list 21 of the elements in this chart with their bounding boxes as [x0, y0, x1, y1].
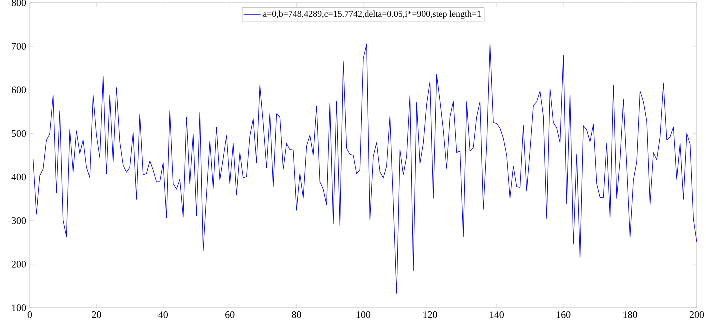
x-tick-label: 200: [690, 312, 704, 318]
x-tick-label: 80: [292, 312, 302, 318]
y-tick-label: 100: [12, 304, 26, 312]
y-tick-label: 800: [12, 0, 26, 6]
x-tick-label: 60: [226, 312, 235, 318]
y-tick-label: 500: [12, 130, 26, 138]
y-tick-label: 600: [12, 86, 26, 94]
line-series: [33, 44, 698, 294]
x-tick-label: 140: [490, 312, 504, 318]
x-tick-label: 0: [28, 312, 32, 318]
y-tick-label: 300: [12, 217, 26, 224]
x-tick-label: 160: [557, 312, 571, 318]
x-tick-label: 20: [92, 312, 102, 318]
x-tick-label: 100: [356, 312, 371, 318]
x-tick-label: 180: [624, 312, 638, 318]
legend-label: a=0,b=748.4289,c=15.7742,delta=0.05,i*=900,step length=1: [263, 10, 481, 19]
y-tick-label: 700: [12, 43, 26, 50]
x-tick-label: 40: [158, 312, 168, 318]
y-tick-label: 200: [12, 261, 26, 268]
y-tick-label: 400: [12, 174, 26, 181]
x-tick-label: 120: [424, 312, 438, 318]
